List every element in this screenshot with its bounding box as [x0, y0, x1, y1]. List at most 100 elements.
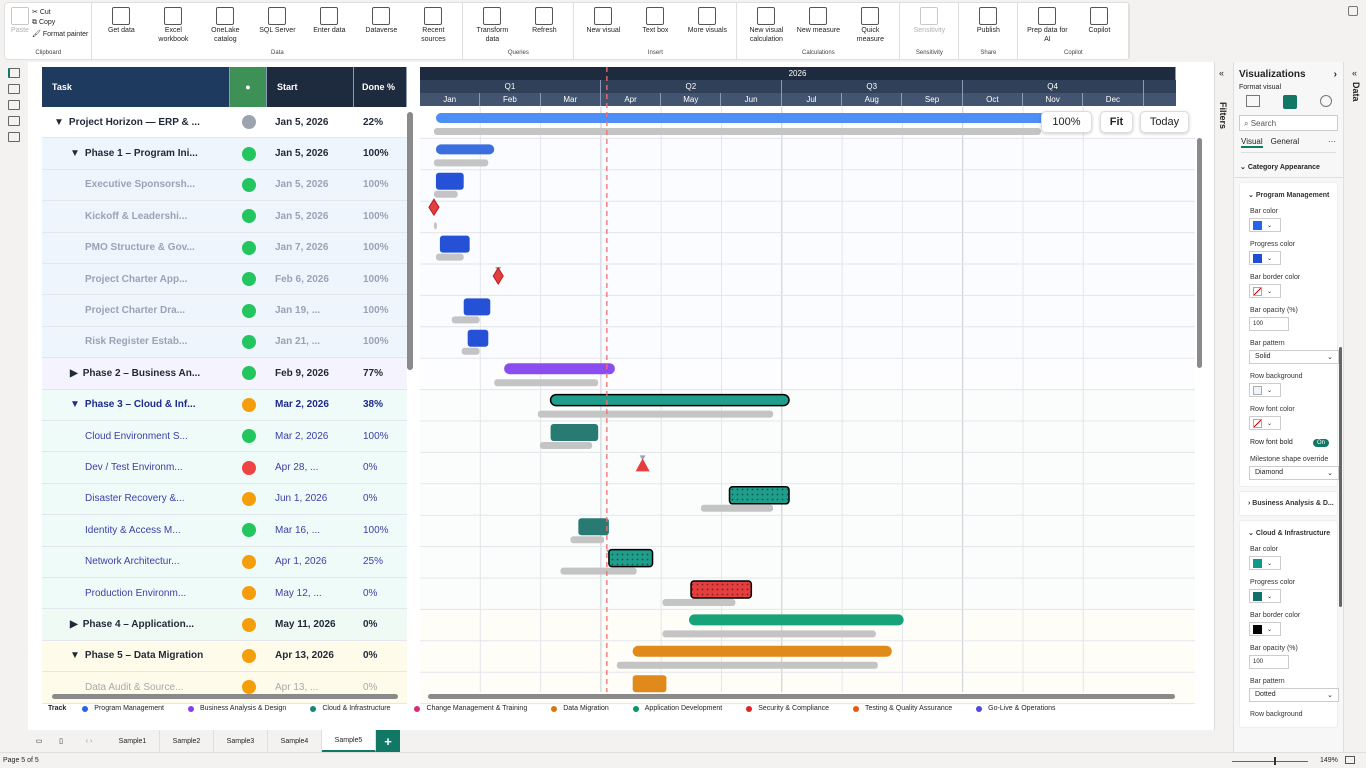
- table-row[interactable]: Disaster Recovery &... Jun 1, 2026 0%: [42, 483, 407, 516]
- row-font-bold-toggle[interactable]: On: [1312, 439, 1329, 447]
- task-bar[interactable]: [467, 329, 489, 347]
- page-nav-arrows[interactable]: ‹ ›: [85, 737, 93, 745]
- page-tab[interactable]: Sample3: [214, 730, 268, 752]
- collapse-ribbon-icon[interactable]: [1348, 6, 1358, 16]
- prep-data-for-ai-button[interactable]: Prep data for AI: [1021, 3, 1073, 50]
- table-row[interactable]: ▼ Phase 1 – Program Ini... Jan 5, 2026 10…: [42, 138, 407, 170]
- zoom-slider[interactable]: [1232, 761, 1308, 762]
- task-bar[interactable]: [504, 363, 615, 375]
- table-row[interactable]: ▶ Phase 2 – Business An... Feb 9, 2026 77…: [42, 358, 407, 390]
- legend-item[interactable]: Go-Live & Operations: [976, 705, 1055, 712]
- table-row[interactable]: Executive Sponsorsh... Jan 5, 2026 100%: [42, 169, 407, 202]
- baseline-bar[interactable]: [451, 316, 480, 324]
- get-data-button[interactable]: Get data: [95, 3, 147, 50]
- fit-to-page-icon[interactable]: [1345, 756, 1355, 764]
- onelake-catalog-button[interactable]: OneLake catalog: [199, 3, 251, 50]
- refresh-button[interactable]: Refresh: [518, 3, 570, 50]
- legend-item[interactable]: Program Management: [82, 705, 164, 712]
- legend-item[interactable]: Testing & Quality Assurance: [853, 705, 952, 712]
- milestone-diamond[interactable]: [428, 198, 440, 217]
- bar-border-color-picker[interactable]: ⌄: [1249, 622, 1281, 636]
- task-bar[interactable]: [435, 113, 1069, 123]
- zoom-level-button[interactable]: 100%: [1041, 111, 1092, 133]
- baseline-bar[interactable]: [433, 190, 458, 198]
- today-button[interactable]: Today: [1140, 111, 1189, 133]
- baseline-bar[interactable]: [662, 599, 736, 606]
- baseline-bar[interactable]: [461, 347, 480, 355]
- task-column-header[interactable]: Task: [42, 67, 230, 107]
- page-tab[interactable]: Sample1: [106, 730, 160, 752]
- copilot-button[interactable]: Copilot: [1073, 3, 1125, 50]
- fit-button[interactable]: Fit: [1100, 111, 1133, 133]
- business-analysis-card[interactable]: › Business Analysis & D...: [1239, 491, 1338, 516]
- status-column-header[interactable]: ●: [230, 67, 267, 107]
- table-row[interactable]: Cloud Environment S... Mar 2, 2026 100%: [42, 421, 407, 453]
- table-row[interactable]: Network Architectur... Apr 1, 2026 25%: [42, 546, 407, 578]
- program-management-header[interactable]: ⌄ Program Management: [1248, 192, 1330, 199]
- sql-server-button[interactable]: SQL Server: [251, 3, 303, 50]
- analytics-icon[interactable]: [1319, 95, 1332, 107]
- table-row[interactable]: ▼ Phase 5 – Data Migration Apr 13, 2026 0…: [42, 640, 407, 673]
- transform-data-button[interactable]: Transform data: [466, 3, 518, 50]
- bar-pattern[interactable]: [608, 549, 653, 567]
- task-bar[interactable]: [632, 645, 892, 657]
- publish-button[interactable]: Publish: [962, 3, 1014, 50]
- data-pane-collapsed[interactable]: « Data: [1343, 62, 1366, 752]
- bar-pattern-select[interactable]: Dotted ⌄: [1249, 688, 1339, 702]
- grid-horizontal-scrollbar[interactable]: [52, 694, 398, 699]
- enter-data-button[interactable]: Enter data: [303, 3, 355, 50]
- done-column-header[interactable]: Done %: [354, 67, 407, 107]
- progress-color-picker[interactable]: ⌄: [1249, 589, 1281, 603]
- format-visual-icon[interactable]: [1282, 95, 1297, 109]
- milestone-diamond[interactable]: [492, 267, 504, 285]
- grid-vertical-scrollbar[interactable]: [407, 112, 413, 370]
- viz-pane-scrollbar[interactable]: [1339, 347, 1342, 607]
- table-row[interactable]: ▼ Project Horizon — ERP & ... Jan 5, 2026…: [42, 107, 407, 139]
- baseline-bar[interactable]: [616, 661, 878, 669]
- cut-button[interactable]: ✂ Cut: [32, 9, 51, 16]
- report-view-icon[interactable]: [8, 68, 20, 78]
- row-font-color-picker[interactable]: ⌄: [1249, 416, 1281, 430]
- table-row[interactable]: Kickoff & Leadershi... Jan 5, 2026 100%: [42, 201, 407, 233]
- page-tab[interactable]: Sample4: [268, 730, 322, 752]
- task-bar[interactable]: [439, 235, 470, 253]
- task-bar[interactable]: [632, 675, 667, 693]
- baseline-bar[interactable]: [662, 630, 876, 638]
- more-visuals-button[interactable]: More visuals: [681, 3, 733, 50]
- table-view-icon[interactable]: [8, 84, 20, 94]
- format-painter-button[interactable]: 🖌 Format painter: [32, 31, 89, 38]
- model-view-icon[interactable]: [8, 100, 20, 110]
- legend-item[interactable]: Business Analysis & Design: [187, 705, 286, 712]
- expand-data-icon[interactable]: «: [1352, 68, 1358, 78]
- zoom-slider-thumb[interactable]: [1274, 757, 1276, 765]
- bar-pattern[interactable]: [729, 486, 790, 504]
- baseline-bar[interactable]: [539, 442, 593, 449]
- expand-toggle-icon[interactable]: ▶: [70, 367, 78, 379]
- table-row[interactable]: Identity & Access M... Mar 16, ... 100%: [42, 515, 407, 547]
- more-options-icon[interactable]: ···: [1328, 137, 1336, 146]
- milestone-shape-select[interactable]: Diamond ⌄: [1249, 466, 1339, 480]
- new-visual-calculation-button[interactable]: New visual calculation: [740, 3, 792, 50]
- baseline-bar[interactable]: [435, 253, 464, 261]
- build-visual-icon[interactable]: [1245, 95, 1260, 107]
- milestone-triangle[interactable]: [635, 458, 650, 472]
- add-page-button[interactable]: +: [376, 730, 400, 752]
- cloud-infrastructure-header[interactable]: ⌄ Cloud & Infrastructure: [1248, 530, 1331, 537]
- baseline-bar[interactable]: [433, 159, 489, 167]
- task-bar[interactable]: [435, 172, 464, 190]
- paste-button[interactable]: Paste: [8, 3, 32, 50]
- legend-item[interactable]: Cloud & Infrastructure: [310, 705, 390, 712]
- progress-color-picker[interactable]: ⌄: [1249, 251, 1281, 265]
- table-row[interactable]: PMO Structure & Gov... Jan 7, 2026 100%: [42, 232, 407, 264]
- page-tab[interactable]: Sample5: [322, 730, 376, 752]
- baseline-bar[interactable]: [700, 504, 774, 512]
- task-bar[interactable]: [689, 614, 904, 626]
- baseline-bar[interactable]: [433, 128, 1041, 135]
- bar-border-color-picker[interactable]: ⌄: [1249, 284, 1281, 298]
- text-box-button[interactable]: Text box: [629, 3, 681, 50]
- recent-sources-button[interactable]: Recent sources: [407, 3, 459, 50]
- mobile-layout-icon[interactable]: ▯: [59, 738, 63, 745]
- table-row[interactable]: Project Charter Dra... Jan 19, ... 100%: [42, 295, 407, 327]
- table-row[interactable]: Risk Register Estab... Jan 21, ... 100%: [42, 326, 407, 359]
- task-bar[interactable]: [550, 424, 599, 441]
